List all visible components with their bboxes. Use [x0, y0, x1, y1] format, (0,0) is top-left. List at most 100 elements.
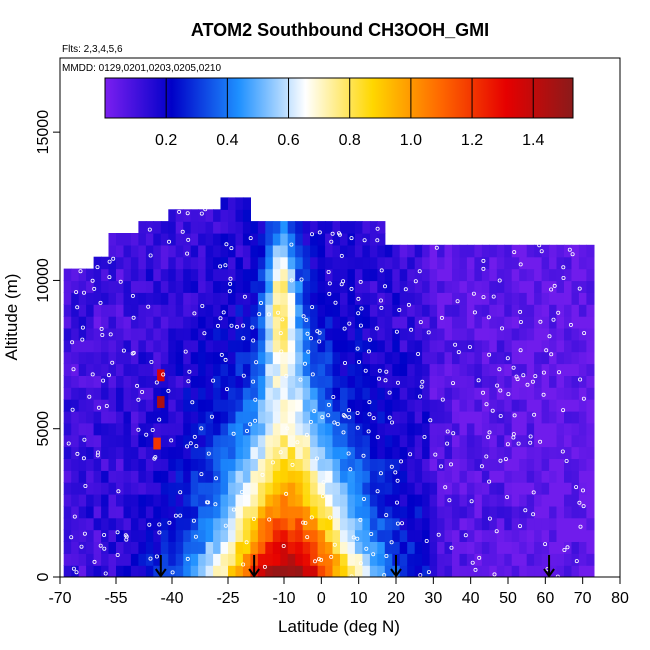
heatmap-cell [332, 565, 341, 577]
heatmap-cell [534, 327, 543, 341]
heatmap-cell [496, 434, 505, 448]
heatmap-cell [526, 553, 535, 566]
heatmap-cell [549, 244, 558, 258]
heatmap-cell [340, 339, 349, 353]
heatmap-cell [205, 209, 214, 222]
heatmap-cell [213, 209, 222, 222]
track-point [118, 279, 123, 284]
heatmap-cell [571, 517, 580, 531]
heatmap-cell [429, 375, 438, 388]
heatmap-cell [280, 529, 289, 542]
heatmap-cell [242, 494, 251, 507]
heatmap-cell [310, 351, 319, 365]
heatmap-cell [205, 470, 214, 483]
heatmap-cell [466, 470, 475, 483]
heatmap-cell [272, 482, 281, 495]
heatmap-cell [369, 494, 378, 507]
heatmap-cell [332, 221, 341, 234]
heatmap-cell [153, 470, 162, 483]
heatmap-cell [220, 244, 229, 258]
heatmap-cell [198, 351, 207, 365]
heatmap-cell [586, 268, 595, 282]
heatmap-cell [459, 387, 468, 400]
heatmap-cell [377, 434, 386, 448]
heatmap-cell [429, 244, 438, 258]
heatmap-cell [437, 434, 446, 448]
track-point [190, 400, 195, 405]
heatmap-cell [317, 233, 326, 246]
heatmap-cell [459, 458, 468, 471]
track-point [100, 332, 105, 337]
heatmap-cell [437, 244, 446, 258]
heatmap-cell [78, 458, 87, 471]
track-point [518, 524, 523, 529]
heatmap-cell [452, 316, 461, 329]
heatmap-cell [138, 565, 147, 577]
heatmap-cell [71, 316, 80, 329]
heatmap-cell [168, 244, 177, 258]
heatmap-cell [325, 517, 334, 531]
track-point [241, 336, 246, 341]
heatmap-cell [168, 458, 177, 471]
heatmap-cell [228, 553, 237, 566]
heatmap-cell [220, 434, 229, 448]
heatmap-cell [63, 268, 72, 282]
heatmap-cell [504, 422, 513, 436]
track-point [312, 409, 317, 414]
heatmap-cell [175, 541, 184, 554]
heatmap-cell [354, 316, 363, 329]
heatmap-cell [496, 553, 505, 566]
heatmap-cell [481, 280, 490, 293]
track-point [219, 352, 224, 357]
heatmap-cell [407, 363, 416, 376]
heatmap-cell [272, 387, 281, 400]
track-point [511, 365, 516, 370]
heatmap-cell [407, 351, 416, 365]
heatmap-cell [586, 244, 595, 258]
heatmap-cell [228, 565, 237, 577]
heatmap-cell [287, 434, 296, 448]
heatmap-cell [422, 434, 431, 448]
heatmap-cell [474, 494, 483, 507]
track-point [178, 513, 183, 518]
heatmap-cell [145, 399, 154, 412]
heatmap-cell [228, 244, 237, 258]
heatmap-cell [332, 422, 341, 436]
heatmap-cell [452, 304, 461, 317]
track-point [251, 338, 256, 343]
heatmap-cell [228, 304, 237, 317]
heatmap-cell [578, 458, 587, 471]
heatmap-cell [489, 304, 498, 317]
heatmap-cell [272, 434, 281, 448]
heatmap-cell [235, 553, 244, 566]
colorbar-tick-label: 1.2 [461, 132, 483, 149]
heatmap-cell [496, 244, 505, 258]
heatmap-cell [228, 434, 237, 448]
heatmap-cell [556, 339, 565, 353]
heatmap-cell [377, 221, 386, 234]
track-point [387, 415, 392, 420]
heatmap-cell [205, 387, 214, 400]
heatmap-cell [392, 280, 401, 293]
track-point [306, 349, 311, 354]
heatmap-cell [213, 517, 222, 531]
heatmap-cell [160, 446, 169, 459]
heatmap-cell [265, 482, 274, 495]
heatmap-cell [71, 410, 80, 424]
track-point [530, 379, 535, 384]
heatmap-cell [407, 387, 416, 400]
heatmap-cell [116, 446, 125, 459]
track-point [157, 417, 162, 422]
heatmap-cell [138, 292, 147, 305]
heatmap-cell [325, 565, 334, 577]
heatmap-cell [362, 256, 371, 270]
heatmap-cell [347, 221, 356, 234]
heatmap-cell [384, 565, 393, 577]
heatmap-cell [325, 387, 334, 400]
heatmap-cell [459, 422, 468, 436]
heatmap-cell [474, 505, 483, 519]
heatmap-cell [586, 387, 595, 400]
heatmap-cell [175, 482, 184, 495]
track-point [90, 372, 95, 377]
heatmap-cell [466, 422, 475, 436]
